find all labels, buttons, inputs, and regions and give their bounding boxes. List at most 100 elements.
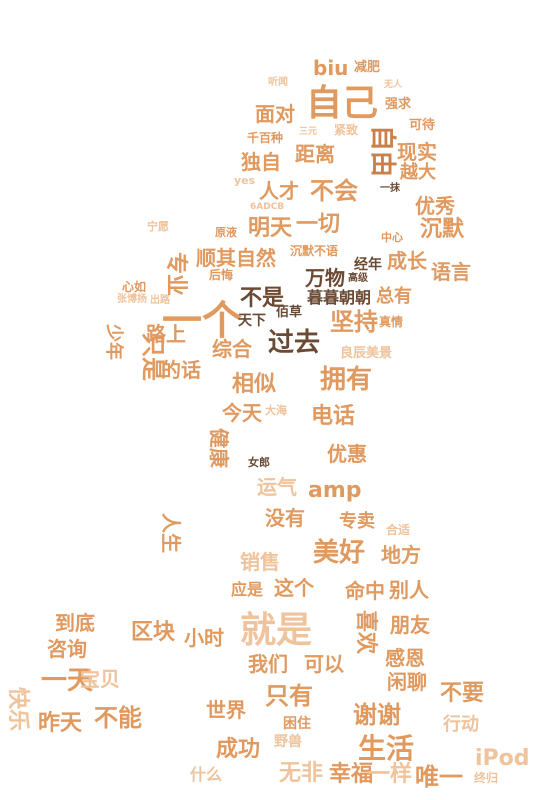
word: 女郎 — [248, 456, 270, 469]
word: 自由 — [367, 125, 397, 178]
word: yes — [234, 174, 256, 187]
word: 明天 — [248, 216, 293, 241]
word: 暮暮朝朝 — [307, 288, 372, 307]
word: 万物 — [305, 266, 345, 290]
word: 独自 — [241, 150, 281, 174]
word: 强求 — [385, 97, 412, 112]
word: 天下 — [238, 313, 266, 329]
word: 过去 — [268, 328, 321, 358]
word: 高级 — [348, 273, 368, 284]
word: 宝贝 — [80, 667, 120, 691]
word: 坚持 — [330, 308, 378, 336]
word: 应是 — [231, 580, 264, 599]
word: 紧致 — [334, 123, 359, 137]
word: 的话 — [161, 358, 201, 382]
word: 可以 — [304, 652, 344, 676]
word: 就是 — [240, 610, 313, 651]
word: 三元 — [299, 127, 318, 137]
word: 中心 — [381, 231, 403, 244]
word: 沉默 — [420, 217, 465, 242]
word: 千百种 — [247, 131, 284, 145]
word: 一个 — [162, 298, 242, 344]
word: 今天 — [222, 401, 262, 425]
word: 健康 — [207, 428, 231, 468]
word: 经年 — [354, 257, 382, 273]
word: amp — [308, 478, 362, 503]
word: 快乐 — [5, 687, 30, 732]
word: 闲聊 — [387, 670, 427, 694]
word: 一抹 — [380, 183, 400, 194]
word: 不能 — [94, 704, 142, 732]
word: 行动 — [443, 714, 479, 735]
word: 感恩 — [385, 646, 425, 670]
word: 顺其自然 — [196, 246, 276, 270]
word: 现实 — [397, 140, 437, 164]
word: 心如 — [122, 280, 147, 294]
word: 宁愿 — [147, 220, 169, 233]
word: 总有 — [376, 286, 412, 307]
word: 朋友 — [390, 613, 430, 637]
word: 什么 — [190, 765, 223, 784]
word: biu — [313, 56, 349, 80]
word: 听闻 — [268, 77, 288, 88]
word: 终归 — [474, 771, 499, 785]
word: 自己 — [306, 83, 379, 124]
word: 唯一 — [415, 763, 463, 791]
word: 距离 — [295, 142, 335, 166]
word: 运气 — [257, 475, 297, 499]
word: 小时 — [184, 626, 224, 650]
word: 困住 — [283, 716, 311, 732]
word: 咨询 — [47, 637, 87, 661]
word: 6ADCB — [250, 202, 285, 212]
word: 不会 — [310, 177, 358, 205]
word: 大海 — [265, 404, 287, 417]
word: 不要 — [440, 681, 485, 706]
word: 可待 — [409, 118, 436, 133]
word: 地方 — [381, 543, 421, 567]
word: 到底 — [55, 611, 95, 635]
word: 沉默不语 — [290, 244, 339, 258]
word: 专卖 — [339, 511, 375, 532]
word: 真情 — [379, 315, 404, 329]
word: 优惠 — [327, 442, 367, 466]
word: 昨天 — [38, 711, 83, 736]
word: 区块 — [131, 620, 176, 645]
word: 原液 — [215, 226, 237, 239]
word: 成长 — [387, 249, 427, 273]
word: iPod — [475, 746, 530, 771]
word: 减肥 — [354, 60, 381, 75]
word: 喜欢 — [353, 610, 378, 655]
word: 出路 — [150, 295, 170, 306]
word: 成功 — [216, 737, 261, 762]
word: 谢谢 — [353, 701, 401, 729]
word: 我们 — [248, 652, 288, 676]
word: 良辰美景 — [340, 346, 393, 361]
word: 只有 — [265, 682, 313, 710]
word: 一样 — [368, 762, 413, 787]
word: 语言 — [431, 260, 471, 284]
word: 幸福 — [329, 762, 374, 787]
word: 相似 — [232, 372, 277, 397]
word: 综合 — [212, 337, 252, 361]
word: 无人 — [384, 80, 403, 90]
word: 别人 — [389, 578, 429, 602]
word: 野兽 — [274, 734, 302, 750]
word: 一天 — [41, 666, 94, 696]
word: 合适 — [386, 523, 411, 537]
word: 无非 — [279, 761, 324, 786]
word: 张博扬 — [117, 294, 147, 305]
word: 命中 — [345, 579, 385, 603]
word: 拥有 — [320, 365, 373, 395]
word: 优秀 — [415, 194, 455, 218]
word: 没有 — [265, 506, 305, 530]
word: 销售 — [240, 550, 280, 574]
word: 这个 — [274, 576, 314, 600]
word: 人才 — [259, 179, 299, 203]
word: 后悔 — [209, 268, 234, 282]
word: 佰草 — [276, 305, 303, 320]
word: 少年 — [103, 324, 124, 360]
word: 路上 — [146, 322, 186, 346]
word: 不是 — [240, 286, 285, 311]
word: 生活 — [358, 732, 415, 765]
